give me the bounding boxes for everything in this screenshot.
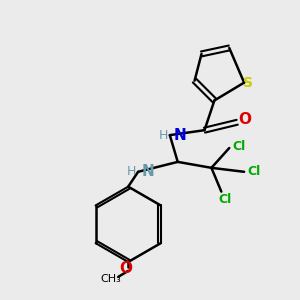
Text: Cl: Cl [219, 193, 232, 206]
Text: Cl: Cl [248, 165, 261, 178]
Text: H: H [158, 129, 168, 142]
Text: S: S [243, 76, 253, 90]
Text: Cl: Cl [232, 140, 246, 152]
Text: H: H [127, 165, 136, 178]
Text: N: N [174, 128, 187, 142]
Text: O: O [120, 261, 133, 276]
Text: N: N [142, 164, 155, 179]
Text: O: O [238, 112, 252, 127]
Text: CH₃: CH₃ [100, 274, 121, 284]
